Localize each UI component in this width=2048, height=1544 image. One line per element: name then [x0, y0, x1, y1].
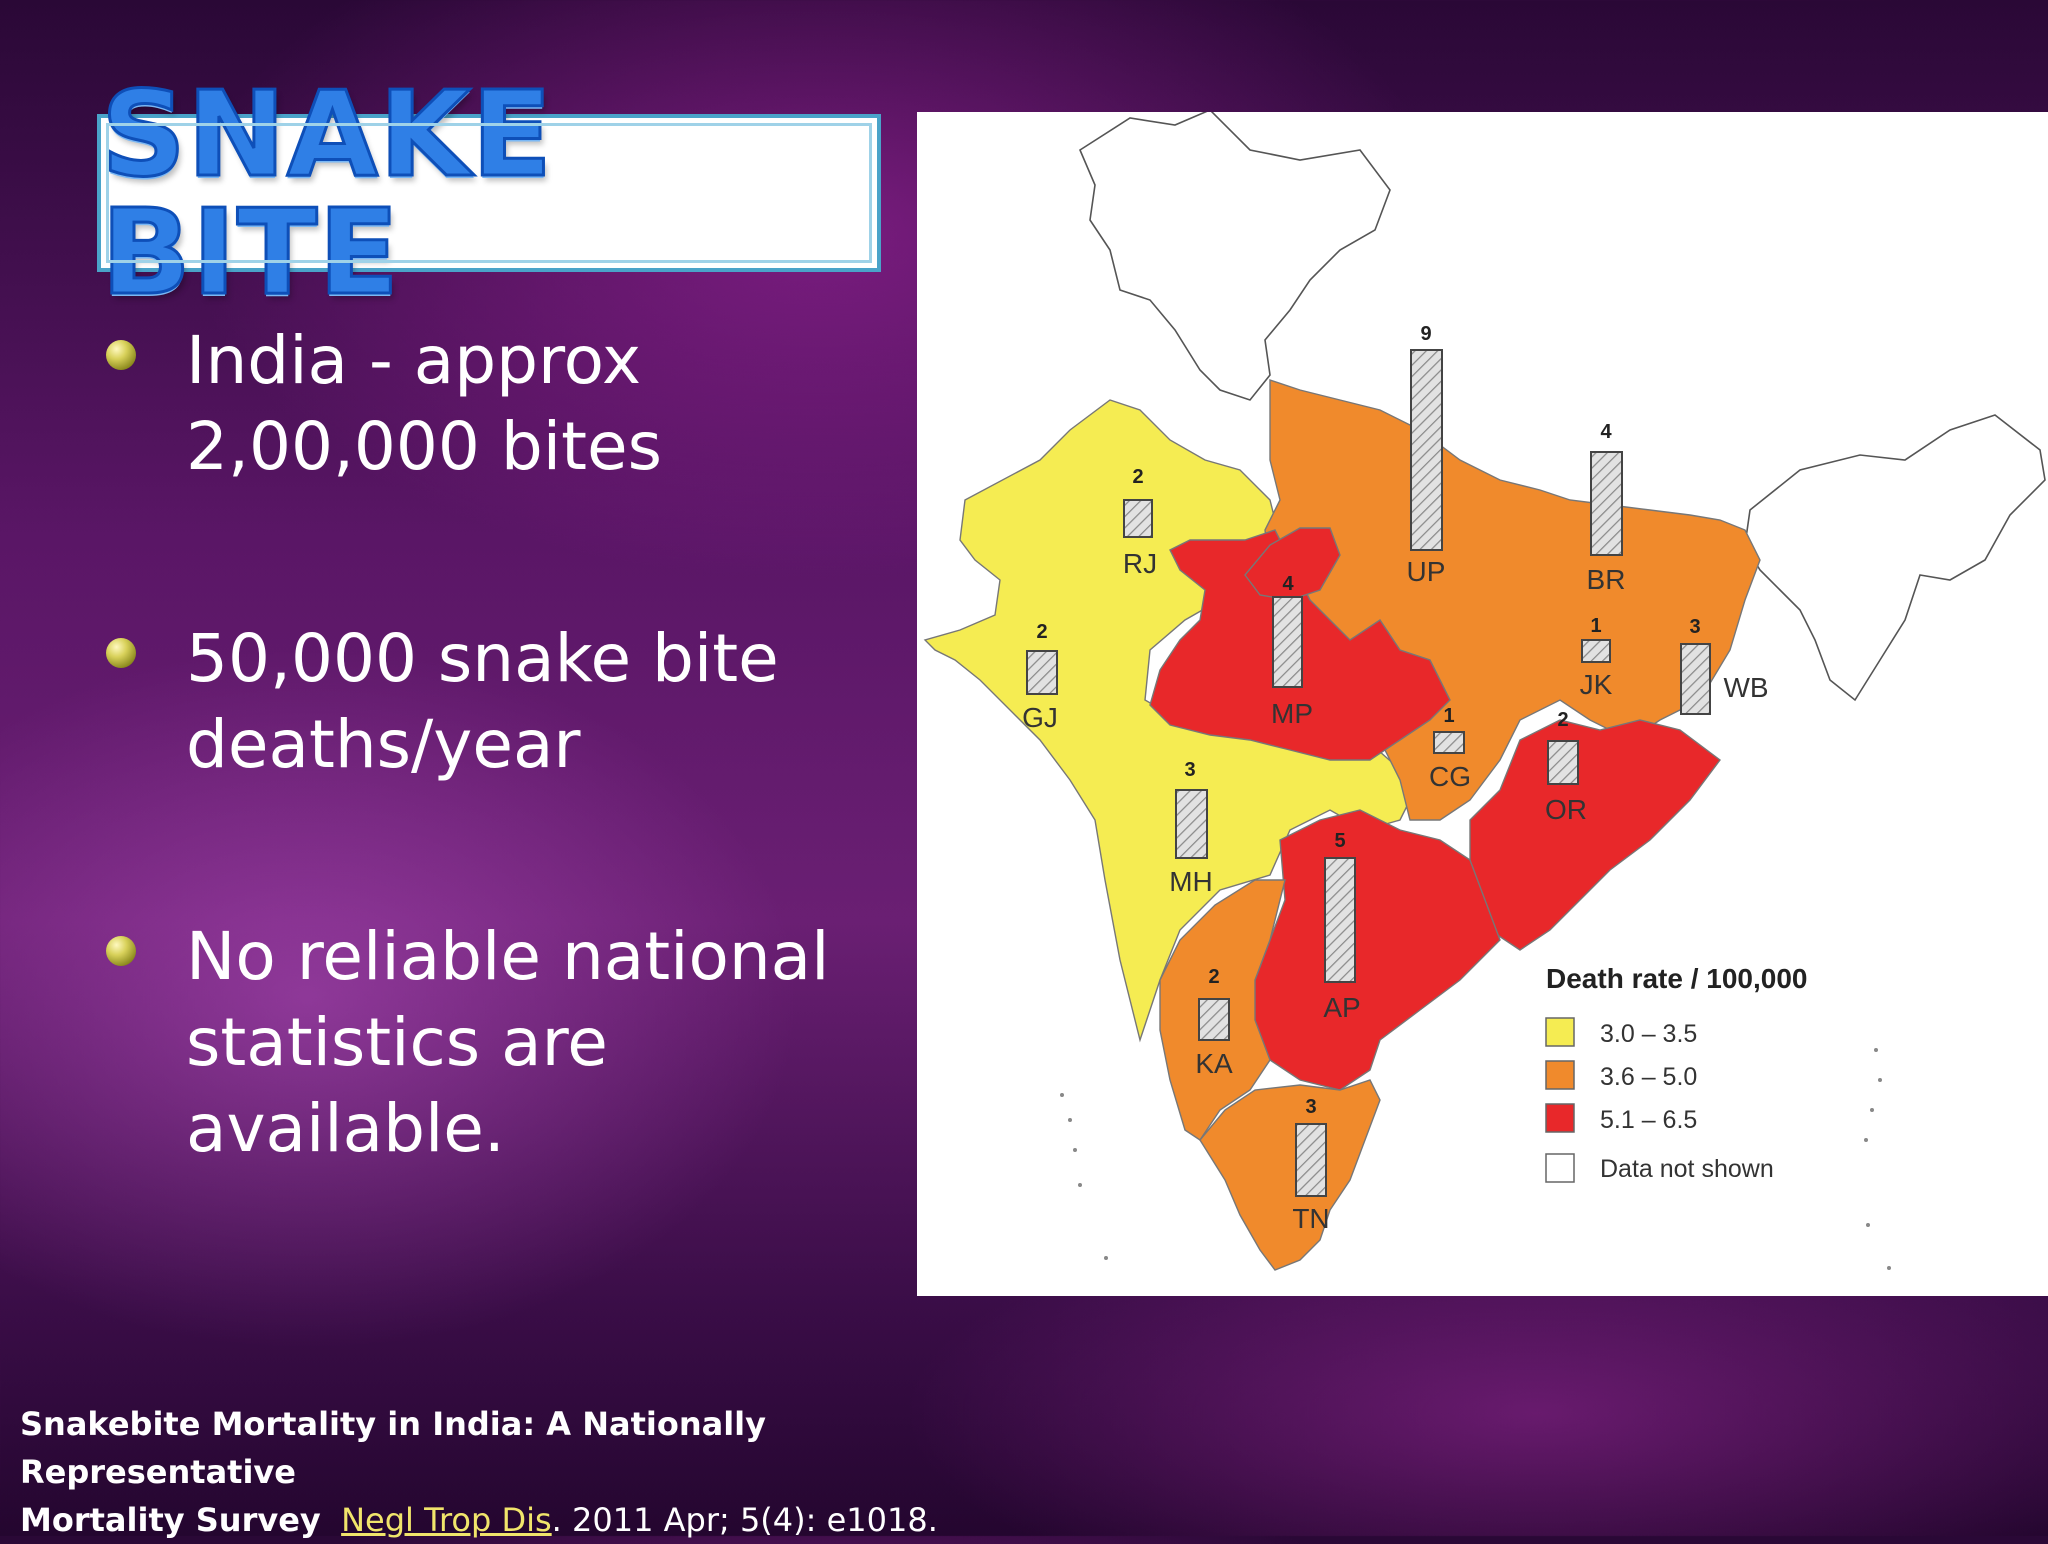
value-up: 9	[1420, 323, 1431, 345]
bullet-line: No reliable national	[186, 918, 830, 995]
citation-details: . 2011 Apr; 5(4): e1018.	[551, 1501, 938, 1539]
bar-br	[1590, 451, 1623, 556]
bullet-line: 50,000 snake bite	[186, 620, 779, 697]
label-mh: MH	[1169, 866, 1213, 897]
label-gj: GJ	[1022, 702, 1058, 733]
state-ap	[1249, 809, 1501, 1091]
legend-swatch	[1545, 1017, 1575, 1047]
value-jk: 1	[1590, 615, 1601, 637]
value-cg: 1	[1443, 705, 1454, 727]
label-tn: TN	[1292, 1203, 1329, 1234]
value-wb: 3	[1689, 616, 1700, 638]
citation: Snakebite Mortality in India: A National…	[20, 1400, 1020, 1544]
value-br: 4	[1600, 421, 1612, 443]
citation-title-end: Mortality Survey	[20, 1501, 321, 1539]
bar-jk	[1581, 639, 1611, 663]
value-tn: 3	[1305, 1096, 1316, 1118]
label-up: UP	[1407, 556, 1446, 587]
bullet-icon	[106, 936, 136, 966]
bullet-text: 50,000 snake bite deaths/year	[186, 616, 906, 788]
bar-tn	[1295, 1123, 1327, 1197]
value-rj: 2	[1132, 466, 1143, 488]
value-ap: 5	[1334, 830, 1345, 852]
bar-cg	[1433, 731, 1465, 754]
india-map: 2 2 4 9 4 1 3 1 2 3 5 2 3 RJ GJ MP UP BR…	[923, 109, 2046, 1271]
region-north	[1078, 109, 1391, 401]
legend-label: 3.6 – 5.0	[1600, 1063, 1697, 1091]
label-cg: CG	[1429, 761, 1471, 792]
label-mp: MP	[1271, 698, 1313, 729]
bar-mh	[1175, 789, 1208, 859]
state-mp-upper	[1244, 527, 1341, 601]
bullet-line: India - approx	[186, 322, 642, 399]
bar-or	[1547, 740, 1579, 785]
citation-line-2: Mortality Survey Negl Trop Dis. 2011 Apr…	[20, 1496, 1020, 1544]
state-or	[1469, 719, 1721, 951]
label-ka: KA	[1195, 1048, 1233, 1079]
value-ka: 2	[1208, 966, 1219, 988]
label-jk: JK	[1580, 669, 1613, 700]
legend: Death rate / 100,000 3.0 – 3.5 3.6 – 5.0…	[1545, 963, 1808, 1183]
legend-title: Death rate / 100,000	[1546, 963, 1808, 994]
value-mh: 3	[1184, 759, 1195, 781]
bar-up	[1410, 349, 1443, 551]
bullet-icon	[106, 340, 136, 370]
title-box: SNAKE BITE	[97, 74, 881, 313]
bullet-line: available.	[186, 1090, 505, 1167]
bullet-line: deaths/year	[186, 706, 581, 783]
citation-title: Snakebite Mortality in India: A National…	[20, 1405, 766, 1491]
legend-label: 5.1 – 6.5	[1600, 1106, 1697, 1134]
bar-mp	[1272, 596, 1303, 688]
bullet-text: No reliable national statistics are avai…	[186, 914, 906, 1172]
legend-swatch	[1545, 1153, 1575, 1183]
label-wb: WB	[1723, 672, 1768, 703]
bar-gj	[1026, 650, 1058, 695]
value-gj: 2	[1036, 621, 1047, 643]
islands	[1060, 1048, 1891, 1270]
legend-swatch	[1545, 1103, 1575, 1133]
bar-ka	[1198, 998, 1230, 1041]
legend-swatch	[1545, 1060, 1575, 1090]
bullet-line: 2,00,000 bites	[186, 408, 662, 485]
slide-title: SNAKE BITE	[100, 65, 554, 321]
label-ap: AP	[1323, 992, 1360, 1023]
state-tn	[1199, 1079, 1381, 1271]
bar-rj	[1123, 499, 1153, 538]
label-rj: RJ	[1123, 548, 1157, 579]
bullet-icon	[106, 638, 136, 668]
bullet-text: India - approx 2,00,000 bites	[186, 318, 906, 490]
bullet-line: statistics are	[186, 1004, 608, 1081]
region-northeast	[1744, 414, 2046, 702]
label-or: OR	[1545, 794, 1587, 825]
value-or: 2	[1557, 709, 1568, 731]
label-br: BR	[1587, 564, 1626, 595]
bar-ap	[1324, 857, 1356, 983]
citation-line-1: Snakebite Mortality in India: A National…	[20, 1400, 1020, 1496]
value-mp: 4	[1282, 573, 1294, 595]
bar-wb	[1680, 643, 1711, 715]
journal-link[interactable]: Negl Trop Dis	[341, 1501, 552, 1539]
legend-label: 3.0 – 3.5	[1600, 1020, 1697, 1048]
map-panel: 2 2 4 9 4 1 3 1 2 3 5 2 3 RJ GJ MP UP BR…	[917, 109, 2048, 1296]
legend-label: Data not shown	[1600, 1155, 1774, 1183]
